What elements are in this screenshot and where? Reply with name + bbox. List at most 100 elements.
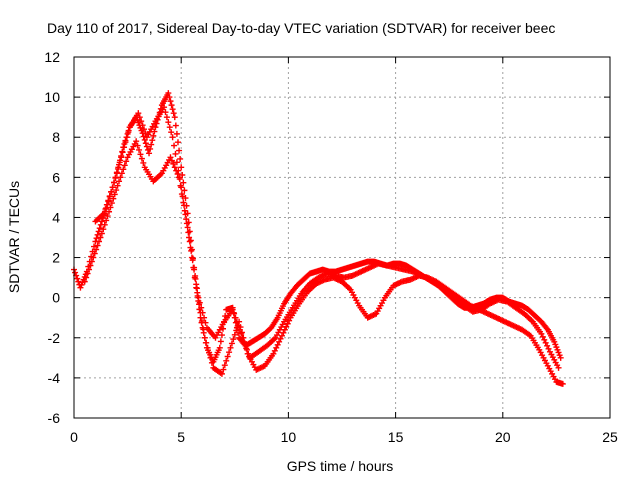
x-axis-label: GPS time / hours — [287, 458, 394, 474]
data-point — [90, 254, 97, 261]
data-point — [179, 193, 186, 200]
data-point — [87, 262, 94, 269]
data-point — [91, 243, 98, 250]
data-point — [108, 188, 115, 195]
data-point — [179, 171, 186, 178]
data-point — [224, 353, 231, 360]
data-point — [171, 114, 178, 121]
data-point — [283, 323, 290, 330]
data-point — [545, 345, 552, 352]
data-point — [119, 149, 126, 156]
data-point — [181, 202, 188, 209]
data-point — [101, 221, 108, 228]
data-point — [245, 350, 252, 357]
data-point — [166, 94, 173, 101]
data-point — [141, 126, 148, 133]
y-tick-label: 4 — [52, 209, 60, 225]
data-point — [173, 130, 180, 137]
data-point — [116, 159, 123, 166]
chart-title: Day 110 of 2017, Sidereal Day-to-day VTE… — [47, 20, 555, 36]
data-point — [96, 238, 103, 245]
data-point — [106, 193, 113, 200]
data-point — [84, 270, 91, 277]
data-point — [229, 306, 236, 313]
data-point — [183, 220, 190, 227]
data-point — [140, 159, 147, 166]
data-point — [208, 359, 215, 366]
x-tick-label: 20 — [495, 429, 511, 445]
data-point — [137, 151, 144, 158]
data-point — [170, 110, 177, 117]
data-point — [112, 174, 119, 181]
data-point — [204, 344, 211, 351]
data-point — [284, 320, 291, 327]
data-point — [123, 158, 130, 165]
data-point — [171, 142, 178, 149]
data-point — [228, 340, 235, 347]
data-point — [125, 129, 132, 136]
data-point — [201, 314, 208, 321]
data-point — [232, 319, 239, 326]
data-point — [81, 278, 88, 285]
data-point — [231, 310, 238, 317]
data-point — [186, 234, 193, 241]
data-point — [241, 338, 248, 345]
data-point — [281, 326, 288, 333]
data-point — [192, 275, 199, 282]
data-point — [136, 146, 143, 153]
data-point — [180, 179, 187, 186]
data-point — [115, 164, 122, 171]
data-point — [198, 304, 205, 311]
data-point — [557, 354, 564, 361]
data-points — [71, 90, 566, 387]
data-point — [178, 184, 185, 191]
data-point — [118, 154, 125, 161]
y-tick-label: -2 — [48, 330, 61, 346]
data-point — [235, 322, 242, 329]
data-point — [142, 140, 149, 147]
y-tick-label: -6 — [48, 410, 61, 426]
data-point — [280, 329, 287, 336]
data-point — [539, 333, 546, 340]
y-tick-label: -4 — [48, 370, 61, 386]
data-point — [167, 98, 174, 105]
data-point — [117, 174, 124, 181]
data-point — [98, 218, 105, 225]
data-point — [200, 326, 207, 333]
data-point — [233, 318, 240, 325]
data-point — [196, 299, 203, 306]
tick-labels: 0 5 10 15 20 25 -6 -4 -2 0 2 4 6 8 10 12 — [44, 49, 618, 445]
data-point — [178, 164, 185, 171]
data-point — [168, 129, 175, 136]
data-point — [113, 169, 120, 176]
data-point — [138, 118, 145, 125]
y-tick-label: 2 — [52, 250, 60, 266]
data-point — [106, 208, 113, 215]
data-point — [113, 187, 120, 194]
data-point — [163, 114, 170, 121]
data-point — [166, 124, 173, 131]
data-point — [203, 339, 210, 346]
data-point — [168, 102, 175, 109]
data-point — [277, 335, 284, 342]
data-point — [177, 155, 184, 162]
y-tick-label: 8 — [52, 129, 60, 145]
data-point — [139, 122, 146, 129]
data-point — [238, 330, 245, 337]
data-point — [185, 229, 192, 236]
series-track-b — [81, 138, 566, 387]
data-point — [186, 238, 193, 245]
x-tick-label: 15 — [388, 429, 404, 445]
y-axis-label: SDTVAR / TECUs — [6, 181, 22, 293]
data-point — [133, 138, 140, 145]
data-point — [174, 139, 181, 146]
y-tick-label: 6 — [52, 169, 60, 185]
data-point — [198, 318, 205, 325]
data-point — [184, 224, 191, 231]
data-point — [189, 257, 196, 264]
data-point — [181, 187, 188, 194]
data-point — [191, 266, 198, 273]
data-point — [118, 170, 125, 177]
data-point — [143, 143, 150, 150]
